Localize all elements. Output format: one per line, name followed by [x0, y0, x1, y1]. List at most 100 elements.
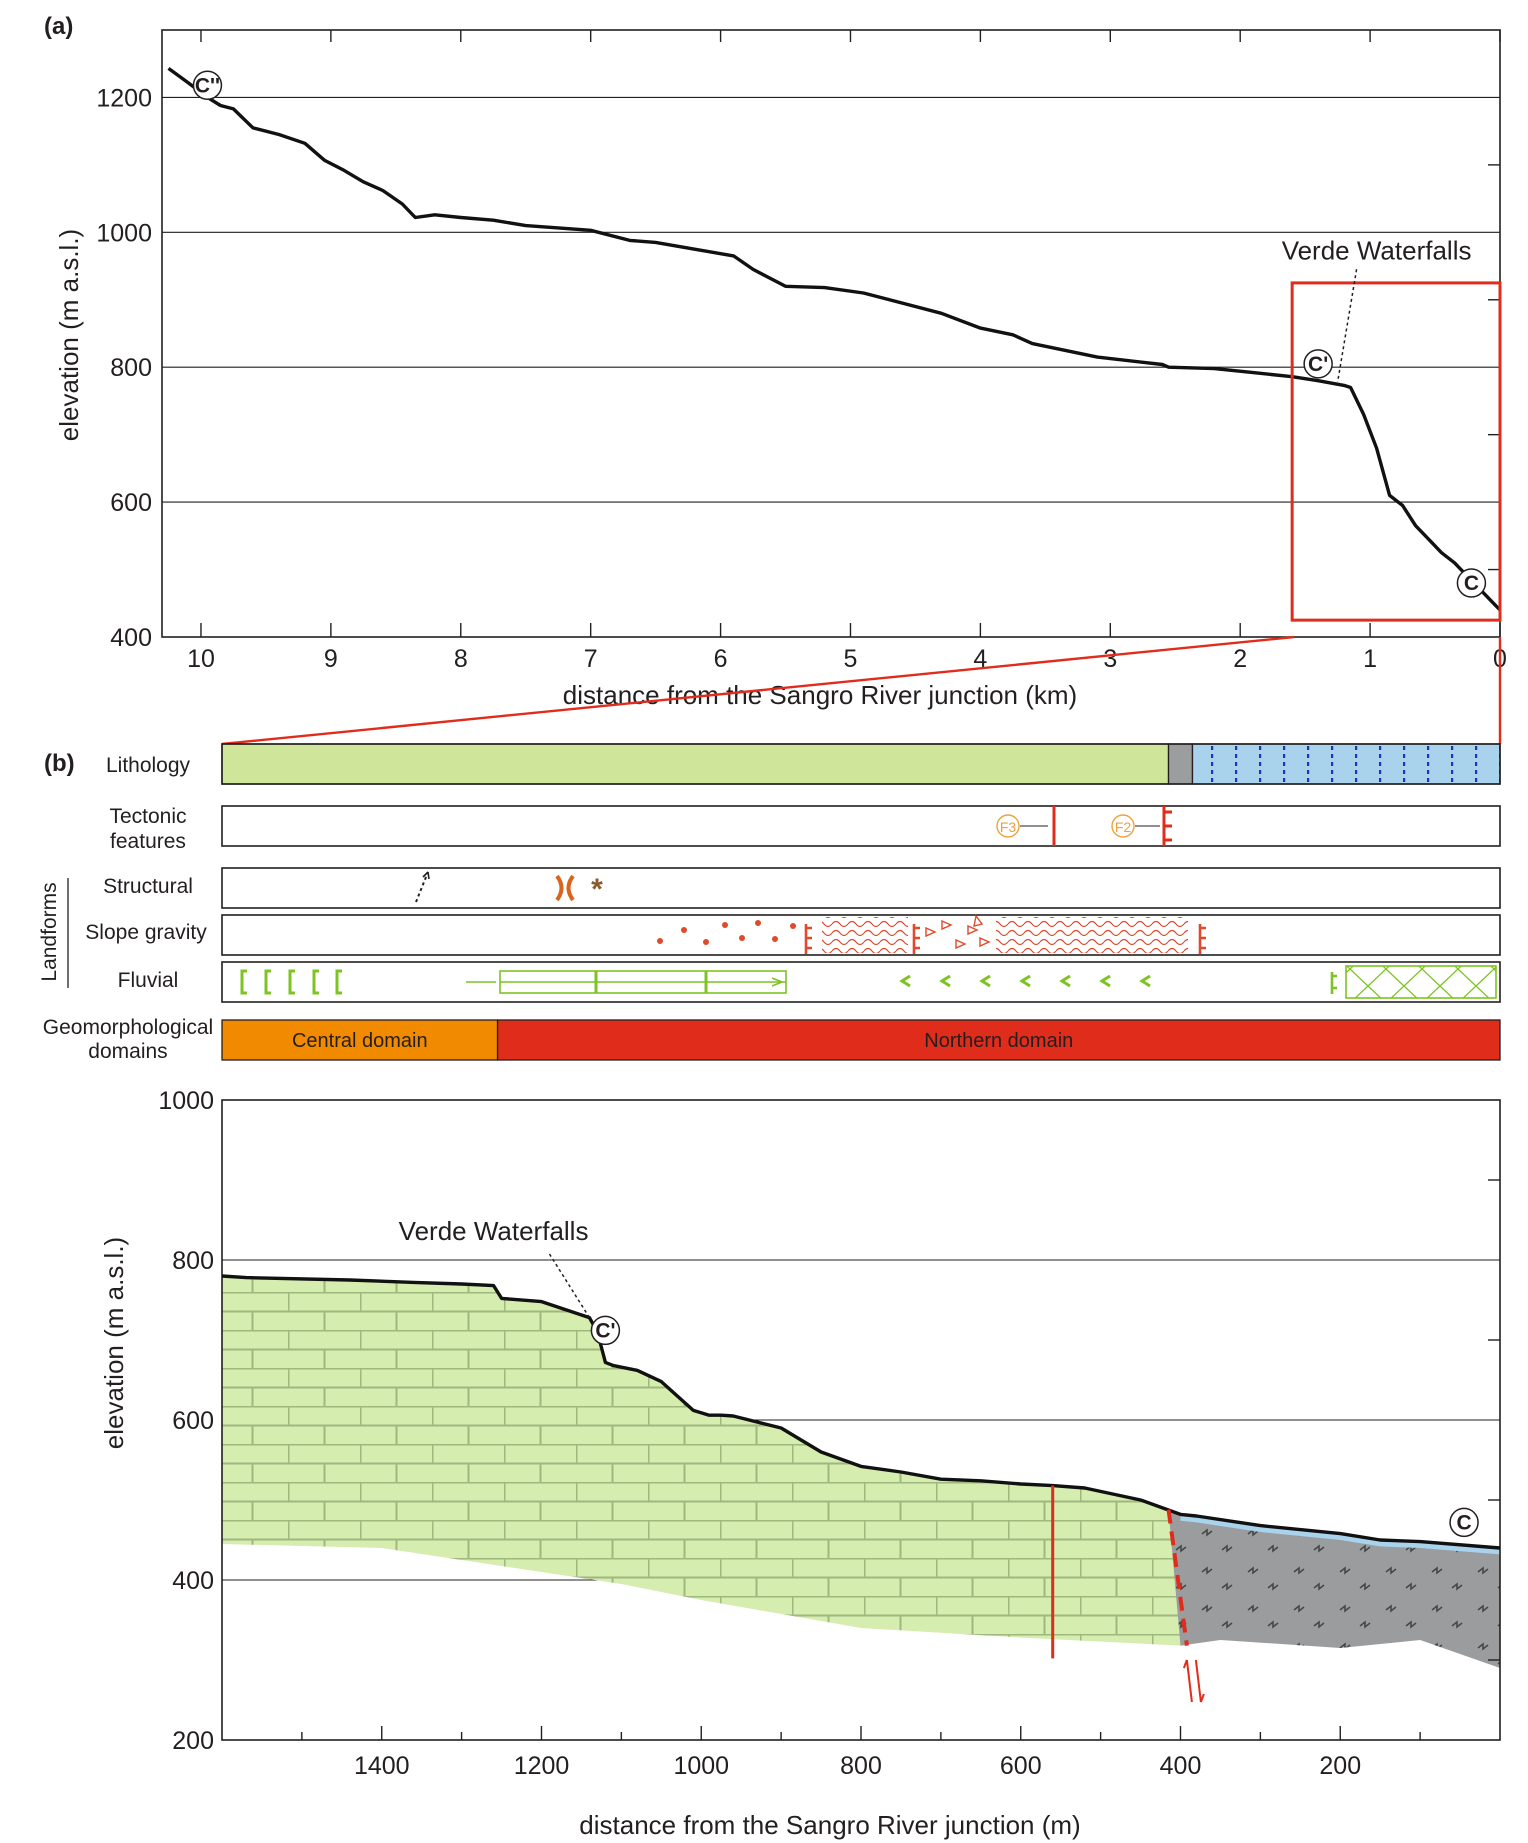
- panel-b-annotations: Verde Waterfalls: [399, 1216, 591, 1318]
- landslide-wavy-1: [822, 917, 908, 953]
- b-point-0-label: C': [595, 1319, 615, 1342]
- a-point-1-label: C': [1308, 353, 1328, 376]
- strip-label-domains-2: domains: [88, 1040, 167, 1063]
- tectonic-strip: F3 F2: [221, 805, 1501, 847]
- b-ytick-label: 1000: [158, 1087, 214, 1115]
- strip-label-domains-1: Geomorphological: [43, 1016, 213, 1039]
- landslide-wavy-2: [996, 917, 1188, 953]
- strip-label-lithology: Lithology: [106, 754, 191, 777]
- a-point-0-circle: [192, 70, 223, 101]
- domain-label-0: Central domain: [292, 1030, 428, 1052]
- grey-unit-pattern: [1168, 1509, 1500, 1668]
- b-callout-verde-waterfalls: Verde Waterfalls: [399, 1216, 589, 1246]
- zoom-connector-left: [221, 635, 1295, 746]
- b-fault-motion-arrows: [1182, 1659, 1205, 1703]
- gravity-scarp-1: [804, 924, 812, 954]
- a-ytick-label: 1000: [96, 219, 152, 247]
- a-callout-leader: [1336, 269, 1358, 383]
- panel-b-section-chart: 1400 1200 1000 800 600 400 200 200 400 600 800 100…: [99, 1087, 1501, 1840]
- panel-b-geology-fills: [222, 1276, 1500, 1668]
- a-xtick-label: 7: [584, 645, 598, 673]
- a-xtick-label: 8: [454, 645, 468, 673]
- b-xtick-label: 800: [840, 1752, 882, 1780]
- col-saddle-symbol: [555, 874, 575, 902]
- f2-marker-label: F2: [1115, 819, 1132, 835]
- strip-label-slope-gravity: Slope gravity: [85, 921, 207, 944]
- strip-label-structural: Structural: [103, 875, 193, 898]
- strip-label-tectonic-2: features: [110, 830, 186, 853]
- panel-b-faults: [1051, 1485, 1205, 1703]
- strip-label-fluvial: Fluvial: [118, 969, 179, 992]
- tectonic-strip-frame: [221, 805, 1501, 847]
- slope-gravity-strip: [221, 914, 1501, 956]
- lithology-segment-1: [1167, 743, 1194, 785]
- structural-strip-frame: [221, 867, 1501, 909]
- fluvial-scarp-symbol: [1330, 972, 1337, 994]
- a-point-1-circle: [1303, 349, 1333, 379]
- fluvial-brackets-symbol: [240, 969, 342, 995]
- gravity-scarp-3: [1198, 924, 1206, 954]
- a-xtick-label: 1: [1363, 645, 1377, 673]
- panel-b-y-axis-label: elevation (m a.s.l.): [99, 1237, 129, 1449]
- a-xtick-label: 4: [973, 645, 987, 673]
- a-xtick-label: 6: [714, 645, 728, 673]
- b-ytick-label: 600: [172, 1407, 214, 1435]
- f2-marker-circle: [1111, 814, 1135, 838]
- slope-gravity-strip-frame: [221, 914, 1501, 956]
- b-xtick-label: 600: [1000, 1752, 1042, 1780]
- panel-b-x-ticks: 1400 1200 1000 800 600 400 200: [301, 1726, 1421, 1780]
- fluvial-strip: [221, 961, 1501, 1003]
- channel-arrows-symbol: [466, 970, 787, 994]
- a-ytick-label: 1200: [96, 84, 152, 112]
- domain-segment-0: [221, 1019, 499, 1061]
- a-callout-verde-waterfalls: Verde Waterfalls: [1282, 235, 1472, 265]
- lithology-segment-0: [221, 743, 1170, 785]
- b-ytick-label: 800: [172, 1247, 214, 1275]
- a-zoom-box: [1290, 281, 1502, 622]
- panel-a-points: C'' C' C: [192, 70, 1487, 598]
- cross-hatch-symbol: [1345, 965, 1497, 999]
- b-xtick-label: 200: [1319, 1752, 1361, 1780]
- strip-label-tectonic-1: Tectonic: [109, 805, 186, 828]
- ridge-arrowhead: [422, 871, 430, 880]
- structural-strip: *: [221, 867, 1501, 909]
- geomorphological-domains-strip: Central domain Northern domain: [221, 1019, 1501, 1061]
- domain-label-1: Northern domain: [924, 1030, 1073, 1052]
- b-xtick-label: 1000: [673, 1752, 729, 1780]
- domain-segment-1: [496, 1019, 1501, 1061]
- panel-a-series: [167, 67, 1502, 612]
- b-point-1-circle: [1449, 1507, 1479, 1538]
- b-fault-f2-dashed: [1166, 1509, 1189, 1646]
- debris-triangles-symbol: [925, 914, 991, 950]
- limestone-unit-fill: [222, 1276, 1187, 1646]
- b-xtick-label: 400: [1160, 1752, 1202, 1780]
- f3-marker-circle: [996, 814, 1020, 838]
- lithology-strip: [221, 743, 1501, 785]
- panel-b-points: C' C: [590, 1315, 1479, 1538]
- a-xtick-label: 10: [187, 645, 215, 673]
- chevrons-symbol: [899, 974, 1151, 988]
- panel-b-series: [221, 1274, 1501, 1550]
- b-callout-leader: [548, 1253, 591, 1318]
- a-ytick-label: 800: [110, 354, 152, 382]
- gravity-dots-symbol: [657, 920, 796, 945]
- f3-marker-label: F3: [1000, 819, 1017, 835]
- panel-a-gridlines: [162, 96, 1500, 638]
- strip-group-label-landforms: Landforms: [38, 882, 61, 981]
- a-point-0-label: C'': [195, 74, 220, 97]
- panel-a-x-ticks: 109876543210: [187, 30, 1507, 673]
- a-xtick-label: 2: [1233, 645, 1247, 673]
- lithology-segment-2: [1191, 743, 1501, 785]
- panel-a-y-axis-label: elevation (m a.s.l.): [54, 229, 84, 441]
- fluvial-strip-frame: [221, 961, 1501, 1003]
- b-ground-surface-line: [221, 1274, 1501, 1550]
- b-point-0-circle: [590, 1315, 621, 1346]
- panel-a-label: (a): [44, 13, 73, 40]
- a-profile-line: [167, 67, 1502, 612]
- a-xtick-label: 9: [324, 645, 338, 673]
- a-xtick-label: 3: [1103, 645, 1117, 673]
- lithology-frame: [221, 743, 1501, 785]
- a-xtick-label: 5: [844, 645, 858, 673]
- panel-a-highlight-box: [1290, 281, 1502, 622]
- zoom-connectors: [221, 635, 1502, 746]
